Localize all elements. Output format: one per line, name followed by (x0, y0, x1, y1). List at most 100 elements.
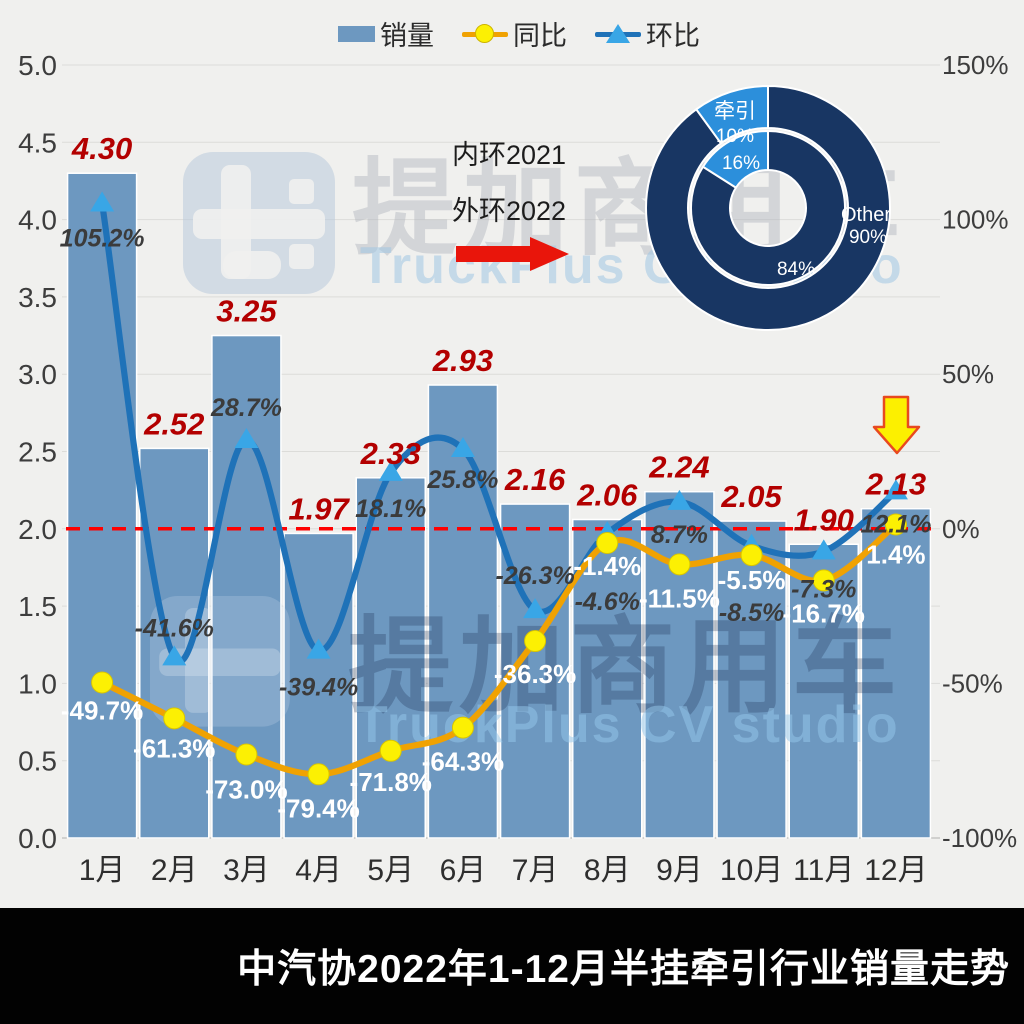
mom-marker-6 (450, 437, 475, 458)
footer-bar: 中汽协2022年1-12月半挂牵引行业销量走势 (0, 908, 1024, 1024)
mom-label-3: 28.7% (210, 394, 282, 422)
yellow-down-arrow-icon (872, 395, 921, 455)
bar-12月 (860, 507, 932, 839)
yoy-label-8: -4.6% (575, 588, 640, 616)
chart-title: 中汽协2022年1-12月半挂牵引行业销量走势 (237, 948, 1010, 991)
yoy-label-11: -16.7% (783, 598, 865, 628)
yoy-label-1: -49.7% (61, 695, 143, 725)
bar-value-label-5: 2.33 (360, 436, 421, 471)
mom-marker-2 (162, 645, 187, 666)
annotations: 内环2021 外环2022 (452, 140, 921, 455)
left-axis-tick-1.5: 1.5 (18, 591, 57, 622)
donut-label-other: Other (841, 204, 891, 226)
right-axis-tick-150%: 150% (942, 50, 1009, 80)
x-tick-10月: 10月 (720, 854, 783, 887)
left-axis-tick-5.0: 5.0 (18, 50, 57, 81)
x-tick-9月: 9月 (656, 854, 703, 887)
mom-marker-12 (883, 479, 908, 500)
donut-label-inner-84: 84% (777, 259, 815, 280)
donut-label-outer-90: 90% (849, 227, 887, 248)
legend: 销量 同比 环比 (338, 14, 700, 53)
yoy-marker-4 (307, 763, 330, 786)
x-tick-8月: 8月 (584, 854, 631, 887)
bar-8月 (572, 518, 643, 839)
donut-label-inner-16: 16% (722, 153, 760, 174)
yoy-marker-9 (668, 553, 691, 576)
bar-9月 (644, 490, 715, 839)
donut-outer-slice-90 (645, 84, 891, 331)
bar-2月 (139, 447, 210, 839)
bar-value-label-8: 2.06 (576, 478, 638, 513)
mom-label-9: 8.7% (651, 521, 708, 549)
legend-label-sales: 销量 (380, 21, 434, 51)
left-axis-tick-0.5: 0.5 (18, 746, 57, 777)
legend-label-mom: 环比 (646, 21, 700, 51)
yoy-marker-8 (596, 532, 619, 555)
bar-1月 (66, 172, 138, 839)
left-axis-tick-4.0: 4.0 (18, 205, 57, 236)
red-right-arrow-icon (456, 237, 569, 271)
truckplus-logo-icon (183, 152, 335, 294)
left-axis-tick-0.0: 0.0 (18, 823, 57, 854)
x-tick-7月: 7月 (512, 854, 559, 887)
mom-marker-4 (306, 638, 331, 659)
mom-label-1: 105.2% (60, 225, 145, 253)
yoy-marker-2 (163, 707, 186, 730)
yoy-label-5: -71.8% (350, 767, 432, 797)
bar-value-label-7: 2.16 (504, 462, 566, 497)
mom-marker-11 (811, 539, 836, 560)
yoy-label-7: -36.3% (494, 659, 576, 689)
yoy-marker-1 (91, 671, 114, 694)
bar-value-label-2: 2.52 (143, 406, 204, 441)
x-tick-6月: 6月 (440, 854, 487, 887)
mom-marker-9 (667, 489, 692, 510)
axis-tick-labels: 0.0 0.5 1.0 1.5 2.0 2.5 3.0 3.5 4.0 4.5 5.0 -100% -5… (18, 50, 1017, 887)
legend-label-yoy: 同比 (513, 21, 567, 51)
x-tick-11月: 11月 (793, 854, 854, 887)
bar-value-label-10: 2.05 (720, 479, 782, 514)
donut-note-inner: 内环2021 (452, 140, 566, 170)
mom-label-7: -26.3% (495, 562, 574, 590)
left-axis-tick-3.0: 3.0 (18, 359, 57, 390)
bar-11月 (788, 543, 859, 839)
mom-marker-1 (90, 191, 115, 212)
donut-note-outer: 外环2022 (452, 196, 566, 226)
x-tick-12月: 12月 (864, 854, 927, 887)
mom-marker-7 (523, 598, 548, 619)
bar-value-label-3: 3.25 (216, 294, 277, 329)
bar-value-label-12: 2.13 (865, 467, 926, 502)
trend-lines (90, 191, 908, 786)
donut-inner-slice-84 (690, 129, 846, 286)
yoy-marker-6 (451, 716, 474, 739)
x-tick-2月: 2月 (151, 854, 198, 887)
right-axis-tick-50%: 50% (942, 359, 994, 389)
yoy-label-4: -79.4% (277, 793, 359, 823)
mom-marker-3 (234, 428, 259, 449)
bar-value-label-4: 1.97 (288, 491, 350, 526)
mom-label-6: 25.8% (426, 466, 498, 494)
bar-6月 (427, 384, 499, 839)
yoy-label-6: -64.3% (422, 747, 504, 777)
x-tick-5月: 5月 (367, 854, 414, 887)
watermark-en-mid: TruckPlus CV studio (356, 696, 900, 754)
donut-label-qianyin: 牵引 (714, 100, 756, 123)
right-axis-tick-0%: 0% (942, 514, 980, 544)
mom-label-10: -5.5% (718, 565, 786, 595)
yoy-marker-12 (884, 513, 907, 536)
donut-outer-slice-10 (694, 84, 769, 145)
yoy-label-10: -8.5% (719, 599, 784, 627)
yoy-marker-3 (235, 743, 258, 766)
data-labels: 4.30 2.52 3.25 1.97 2.33 2.93 2.16 2.06 2.24 2.05… (60, 131, 932, 823)
bar-value-label-6: 2.93 (432, 343, 493, 378)
left-axis-tick-2.0: 2.0 (18, 514, 57, 545)
right-axis-tick-100%: 100% (942, 205, 1009, 235)
watermark-cn-mid: 提加商用车 (348, 609, 903, 726)
sales-bars (66, 172, 932, 839)
mom-label-12: 12.1% (860, 510, 931, 538)
bar-10月 (716, 520, 787, 839)
mom-marker-5 (378, 460, 403, 481)
yoy-marker-7 (524, 630, 547, 653)
yoy-marker-icon (462, 22, 508, 46)
